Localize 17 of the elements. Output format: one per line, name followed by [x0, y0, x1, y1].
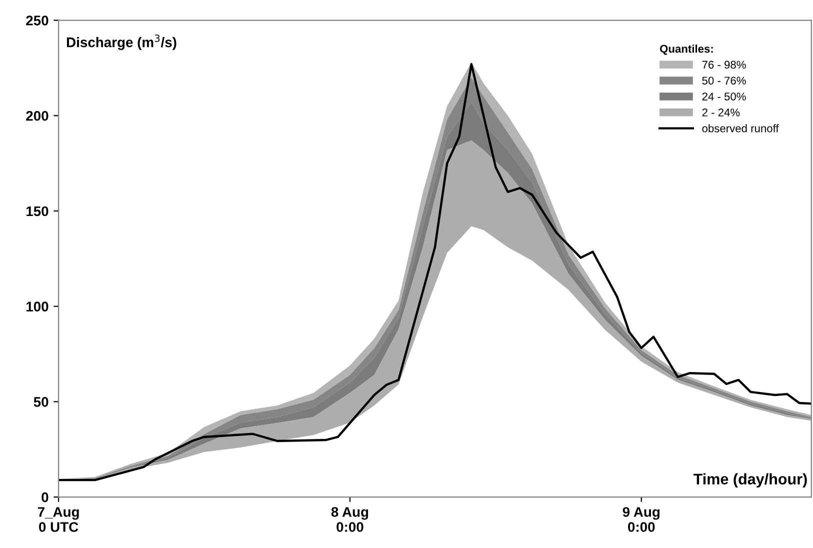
legend-label: 50 - 76% — [702, 76, 746, 85]
y-tick-label: 150 — [26, 206, 48, 216]
y-tick-label: 200 — [26, 110, 48, 121]
y-tick-label: 0 — [42, 492, 48, 502]
legend-label: 76 - 98% — [702, 60, 746, 69]
y-tick-label: 100 — [26, 302, 48, 312]
y-axis-title: Discharge (m$^{3}$/s) — [66, 34, 176, 50]
legend-label: 2 - 24% — [702, 108, 740, 116]
y-tick-label: 250 — [26, 16, 48, 26]
x-axis-title: Time (day/hour) — [693, 473, 807, 488]
x-tick-label: 8 Aug 0:00 — [331, 507, 368, 532]
legend-title: Quantiles: — [660, 44, 713, 55]
y-tick-label: 50 — [34, 397, 48, 407]
legend-label: 24 - 50% — [702, 92, 746, 100]
legend-label: observed runoff — [702, 124, 779, 132]
x-tick-label: 9 Aug 0:00 — [622, 507, 660, 532]
x-tick-label: 7_Aug 0 UTC — [38, 507, 79, 532]
